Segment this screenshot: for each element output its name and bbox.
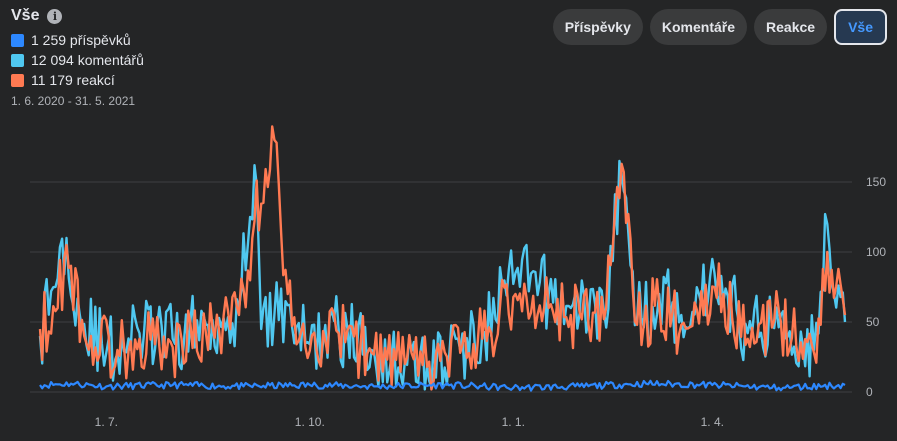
date-range: 1. 6. 2020 - 31. 5. 2021 — [11, 94, 136, 108]
tab-reactions[interactable]: Reakce — [754, 9, 828, 45]
legend-item-comments: 12 094 komentářů — [11, 50, 144, 70]
tab-comments[interactable]: Komentáře — [649, 9, 748, 45]
legend-swatch-comments — [11, 53, 24, 67]
legend-label-comments: 12 094 komentářů — [31, 52, 144, 68]
legend-swatch-posts — [11, 33, 24, 47]
x-tick-label: 1. 1. — [502, 415, 525, 429]
y-tick-label: 100 — [866, 245, 886, 259]
legend-label-posts: 1 259 příspěvků — [31, 32, 131, 48]
series-line-posts — [39, 379, 846, 392]
legend-item-posts: 1 259 příspěvků — [11, 30, 144, 50]
legend-swatch-reactions — [11, 73, 24, 87]
filter-tabs: Příspěvky Komentáře Reakce Vše — [552, 9, 887, 45]
y-tick-label: 50 — [866, 315, 880, 329]
legend: 1 259 příspěvků 12 094 komentářů 11 179 … — [11, 30, 144, 90]
x-tick-label: 1. 7. — [95, 415, 118, 429]
series-line-comments — [38, 159, 847, 391]
x-tick-label: 1. 10. — [295, 415, 325, 429]
series-line-reactions — [38, 125, 847, 391]
tab-posts[interactable]: Příspěvky — [552, 9, 643, 45]
legend-item-reactions: 11 179 reakcí — [11, 70, 144, 90]
y-tick-label: 150 — [866, 175, 886, 189]
y-tick-label: 0 — [866, 385, 873, 399]
title-row: Vše i — [11, 7, 63, 25]
page-title: Vše — [11, 7, 40, 24]
x-tick-label: 1. 4. — [701, 415, 724, 429]
tab-all[interactable]: Vše — [834, 9, 887, 45]
legend-label-reactions: 11 179 reakcí — [31, 72, 115, 88]
info-icon[interactable]: i — [47, 8, 63, 24]
